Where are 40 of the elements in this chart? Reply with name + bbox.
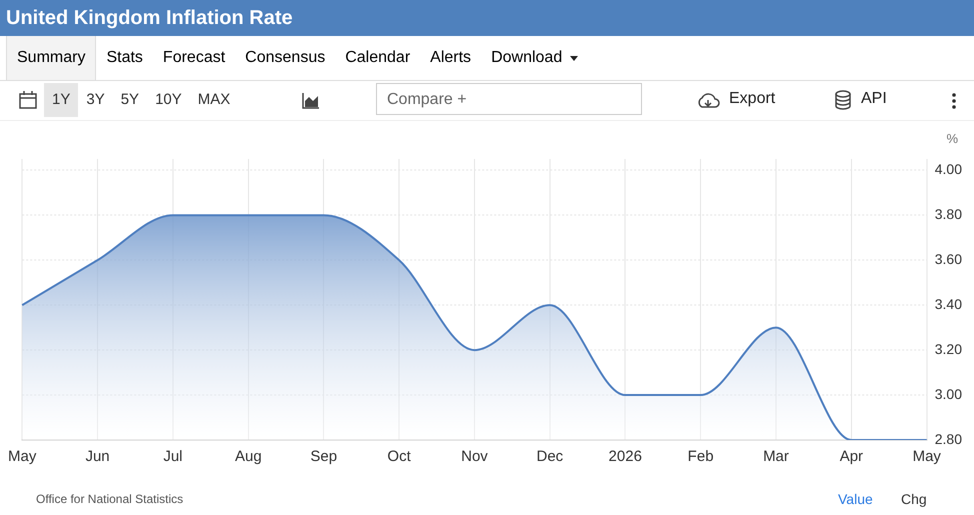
y-tick-label: 3.40 <box>934 296 962 312</box>
text: Compare + <box>376 83 642 115</box>
x-tick-label: May <box>8 448 37 466</box>
y-tick-label: 3.60 <box>934 251 962 268</box>
text: Stats <box>106 48 143 68</box>
text: Download <box>491 48 562 68</box>
text: MAX <box>196 90 232 110</box>
text: Alerts <box>430 48 472 68</box>
x-tick-label: Sep <box>310 448 338 466</box>
text: Summary <box>17 48 86 68</box>
x-tick-label: Apr <box>840 448 864 466</box>
text: Office for National Statistics <box>36 492 184 506</box>
text: 5Y <box>120 90 140 110</box>
text: Calendar <box>345 48 410 68</box>
text: Chg <box>901 491 927 507</box>
text: Consensus <box>245 48 326 68</box>
y-tick-label: 3.80 <box>934 206 962 222</box>
x-tick-label: Feb <box>688 448 714 466</box>
text: Export <box>729 90 776 108</box>
text: 10Y <box>154 90 183 110</box>
y-tick-label: 4.00 <box>934 161 962 178</box>
x-tick-label: Jul <box>163 448 183 466</box>
chart-title: United Kingdom Inflation Rate <box>0 0 974 36</box>
x-tick-label: Mar <box>763 448 789 466</box>
text: 1Y <box>44 83 78 117</box>
text: API <box>861 90 887 108</box>
x-tick-label: May <box>912 448 942 466</box>
x-tick-label: Dec <box>536 448 564 466</box>
y-tick-label: 3.20 <box>934 340 962 357</box>
text: 3Y <box>85 90 106 110</box>
y-axis-title: % <box>946 131 958 146</box>
x-tick-label: Aug <box>234 448 262 466</box>
x-tick-label: 2026 <box>608 448 642 466</box>
x-tick-label: Jun <box>85 448 110 466</box>
text: Forecast <box>162 48 226 68</box>
x-tick-label: Nov <box>461 448 488 466</box>
x-tick-label: Oct <box>387 448 412 466</box>
y-tick-label: 3.00 <box>934 386 962 402</box>
text: Value <box>838 491 873 507</box>
y-tick-label: 2.80 <box>934 430 962 447</box>
